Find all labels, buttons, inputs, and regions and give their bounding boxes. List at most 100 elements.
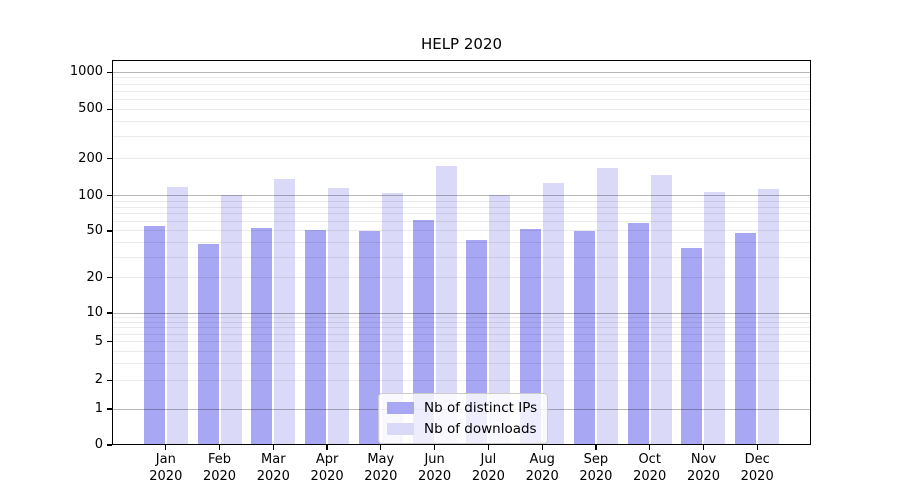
x-tick-mark-icon (649, 445, 651, 450)
minor-gridline (112, 362, 811, 364)
minor-gridline (112, 241, 811, 243)
legend-label-downloads: Nb of downloads (424, 421, 537, 437)
y-tick-mark-icon (107, 341, 112, 343)
y-tick-mark-icon (107, 312, 112, 314)
bar-distinct-ips (573, 230, 595, 445)
chart-title: HELP 2020 (420, 35, 503, 53)
x-tick-label: Dec 2020 (740, 452, 774, 484)
minor-gridline (112, 90, 811, 92)
minor-gridline (112, 277, 811, 279)
x-tick-label: Apr 2020 (310, 452, 344, 484)
minor-gridline (112, 158, 811, 160)
minor-gridline (112, 120, 811, 122)
y-tick-mark-icon (107, 444, 112, 446)
x-tick-label: Sep 2020 (579, 452, 613, 484)
minor-gridline (112, 221, 811, 223)
minor-gridline (112, 341, 811, 343)
y-tick-mark-icon (107, 230, 112, 232)
legend: Nb of distinct IPs Nb of downloads (378, 393, 549, 444)
bar-downloads (489, 195, 511, 445)
x-tick-label: Mar 2020 (256, 452, 290, 484)
bar-distinct-ips (143, 226, 165, 445)
bar-downloads (220, 194, 242, 445)
bar-distinct-ips (305, 229, 327, 445)
minor-gridline (112, 333, 811, 335)
x-tick-mark-icon (272, 445, 274, 450)
bar-downloads (758, 189, 780, 445)
x-tick-label: Nov 2020 (686, 452, 721, 484)
major-gridline (112, 71, 811, 73)
bar-downloads (328, 188, 350, 445)
y-tick-mark-icon (107, 157, 112, 160)
y-tick-label: 0 (94, 437, 103, 452)
legend-swatch-distinct-ips-icon (387, 402, 414, 414)
minor-gridline (112, 350, 811, 352)
bar-downloads (650, 175, 672, 445)
bar-downloads (543, 183, 565, 445)
y-tick-label: 50 (86, 222, 103, 238)
y-tick-label: 100 (78, 187, 103, 203)
x-tick-label: Jan 2020 (149, 452, 183, 484)
y-tick-label: 5 (94, 333, 103, 349)
bar-distinct-ips (358, 230, 380, 445)
bar-distinct-ips (197, 243, 219, 445)
major-gridline (112, 312, 811, 314)
legend-item-distinct-ips: Nb of distinct IPs (387, 400, 537, 416)
y-tick-label: 2 (94, 372, 103, 388)
bar-distinct-ips (412, 220, 434, 445)
x-tick-label: Feb 2020 (202, 452, 237, 484)
major-gridline (112, 195, 811, 197)
bar-downloads (274, 178, 296, 445)
y-tick-label: 20 (86, 269, 103, 285)
minor-gridline (112, 379, 811, 381)
minor-gridline (112, 321, 811, 323)
y-tick-mark-icon (107, 408, 112, 410)
x-tick-mark-icon (756, 445, 758, 450)
bar-downloads (704, 191, 726, 445)
minor-gridline (112, 200, 811, 202)
x-tick-label: May 2020 (364, 452, 398, 484)
minor-gridline (112, 316, 811, 318)
minor-gridline (112, 99, 811, 101)
y-tick-label: 1 (94, 401, 103, 416)
minor-gridline (112, 256, 811, 258)
minor-gridline (112, 136, 811, 138)
bar-distinct-ips (681, 247, 703, 445)
legend-swatch-downloads-icon (387, 423, 414, 435)
bar-distinct-ips (520, 228, 542, 445)
minor-gridline (112, 77, 811, 79)
x-tick-mark-icon (326, 445, 328, 450)
minor-gridline (112, 108, 811, 110)
y-tick-mark-icon (107, 379, 112, 381)
x-tick-label: Aug 2020 (525, 452, 559, 484)
y-tick-label: 1000 (69, 64, 103, 80)
y-tick-mark-icon (107, 277, 112, 279)
y-tick-label: 10 (86, 305, 103, 320)
bar-downloads (596, 167, 618, 445)
minor-gridline (112, 230, 811, 232)
bar-distinct-ips (627, 222, 649, 445)
legend-item-downloads: Nb of downloads (387, 421, 537, 437)
x-tick-mark-icon (380, 445, 382, 450)
bar-downloads (435, 166, 457, 445)
legend-label-distinct-ips: Nb of distinct IPs (424, 400, 538, 416)
x-tick-mark-icon (487, 445, 489, 450)
minor-gridline (112, 83, 811, 85)
bar-distinct-ips (735, 233, 757, 445)
x-tick-label: Oct 2020 (633, 452, 667, 484)
y-tick-mark-icon (107, 108, 112, 111)
x-tick-mark-icon (165, 445, 167, 450)
y-tick-mark-icon (107, 71, 112, 73)
x-tick-mark-icon (218, 445, 221, 450)
minor-gridline (112, 327, 811, 329)
y-tick-mark-icon (107, 194, 112, 197)
minor-gridline (112, 206, 811, 208)
x-tick-mark-icon (595, 445, 597, 450)
x-tick-mark-icon (702, 445, 705, 450)
bar-downloads (166, 186, 188, 445)
minor-gridline (112, 213, 811, 215)
x-tick-label: Jun 2020 (418, 452, 452, 484)
plot-area: Nb of distinct IPs Nb of downloads (112, 60, 811, 445)
x-tick-mark-icon (541, 445, 543, 450)
